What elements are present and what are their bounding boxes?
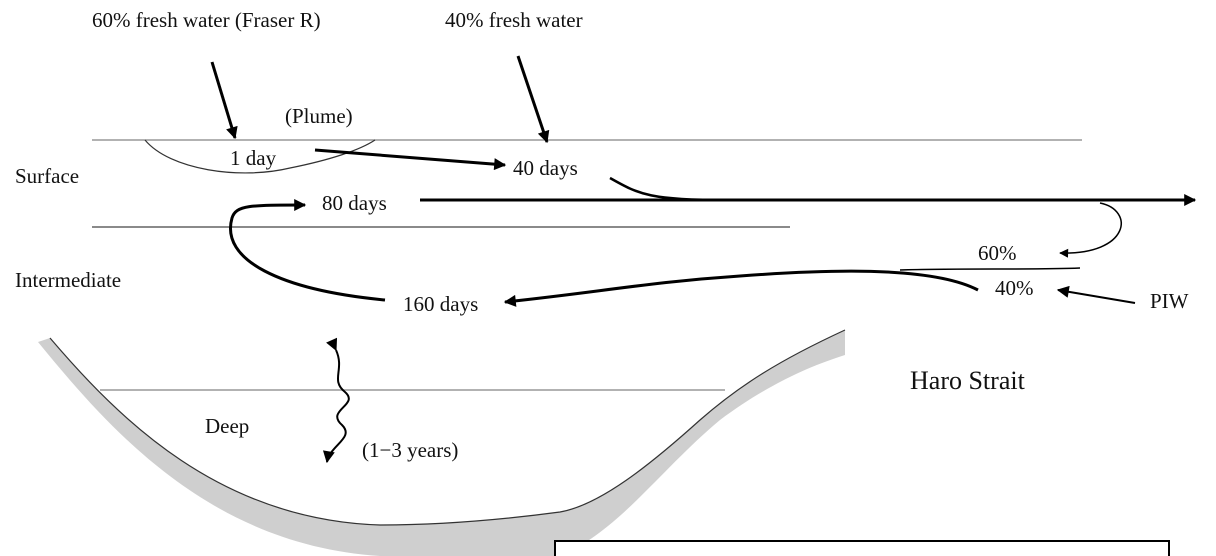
time-label: (1−3 years): [362, 438, 458, 462]
split-branch: [899, 267, 1081, 271]
layer-label: Surface: [15, 164, 79, 188]
piw-arrow: [1056, 285, 1136, 304]
input-label: 60% fresh water (Fraser R): [92, 8, 321, 32]
caption-box: [554, 540, 1170, 556]
split-label: 60%: [978, 241, 1017, 265]
basin: [38, 330, 845, 556]
time-label: 80 days: [322, 191, 387, 215]
intermediate-flow: [503, 269, 979, 307]
layer-label: Intermediate: [15, 268, 121, 292]
plume-arrow: [314, 148, 507, 171]
time-label: 1 day: [230, 146, 277, 170]
location-label: Haro Strait: [910, 366, 1026, 395]
time-label: 160 days: [403, 292, 478, 316]
return-loop: [1059, 202, 1122, 258]
basin-edge: [49, 329, 846, 526]
plume: [144, 139, 376, 174]
input-label: 40% fresh water: [445, 8, 583, 32]
split-label: 40%: [995, 276, 1034, 300]
fraser-arrow: [210, 61, 238, 140]
layer-label: Deep: [205, 414, 249, 438]
freshwater-arrow: [516, 55, 550, 144]
surface-outflow: [609, 176, 731, 202]
input-label: PIW: [1150, 289, 1189, 313]
return-up: [229, 199, 386, 302]
deep-mixing: [322, 337, 350, 464]
time-label: 40 days: [513, 156, 578, 180]
plume-label: (Plume): [285, 104, 353, 128]
